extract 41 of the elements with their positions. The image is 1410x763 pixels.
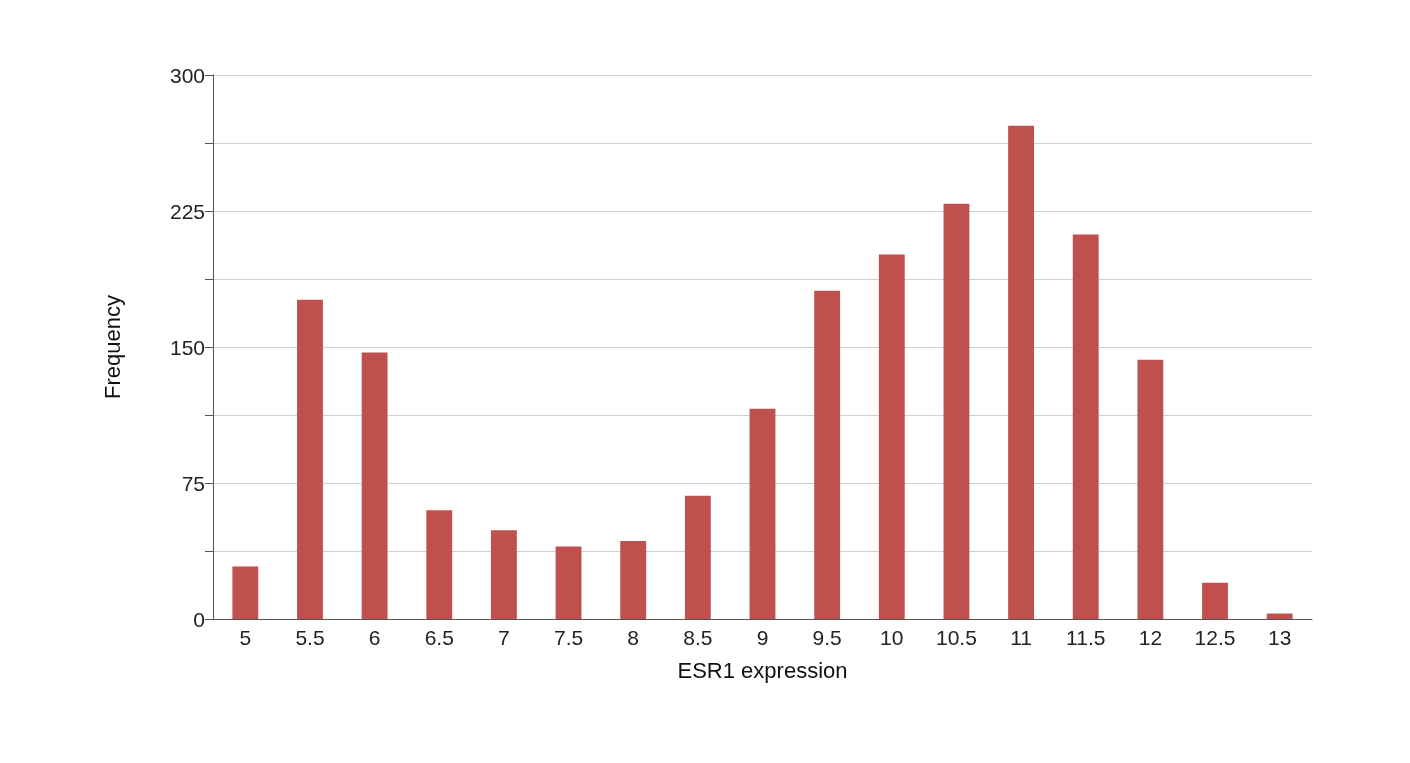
bar bbox=[943, 203, 970, 619]
bar bbox=[814, 290, 841, 619]
x-tick-label: 5.5 bbox=[295, 626, 325, 649]
x-tick-label: 10.5 bbox=[936, 626, 977, 649]
y-tick-label: 150 bbox=[169, 335, 205, 359]
x-tick-label: 9.5 bbox=[812, 626, 842, 649]
x-tick-label: 6 bbox=[368, 626, 381, 649]
x-tick-label: 12.5 bbox=[1194, 626, 1236, 649]
x-axis-title: ESR1 expression bbox=[677, 657, 848, 683]
x-tick-label: 12 bbox=[1138, 626, 1163, 649]
bar bbox=[1266, 613, 1293, 619]
bar bbox=[1008, 125, 1035, 619]
y-axis-title: Frequency bbox=[99, 295, 125, 399]
bar bbox=[749, 408, 776, 619]
y-tick-label: 225 bbox=[169, 199, 205, 223]
bar bbox=[620, 541, 647, 619]
x-tick-label: 8 bbox=[627, 626, 640, 649]
bar bbox=[297, 299, 323, 619]
bar bbox=[684, 495, 711, 619]
x-tick-label: 8.5 bbox=[683, 626, 713, 649]
x-tick-label: 6.5 bbox=[424, 626, 454, 649]
bar bbox=[361, 352, 388, 619]
bar bbox=[1072, 234, 1099, 619]
bar bbox=[232, 566, 259, 619]
bar bbox=[426, 510, 453, 619]
bar bbox=[555, 546, 582, 619]
bar bbox=[1137, 359, 1164, 619]
x-tick-label: 7.5 bbox=[553, 626, 584, 649]
y-tick-label: 75 bbox=[181, 471, 205, 495]
x-tick-label: 7 bbox=[498, 626, 510, 649]
x-tick-label: 9 bbox=[756, 626, 769, 649]
y-tick-label: 0 bbox=[193, 607, 205, 631]
x-tick-label: 11.5 bbox=[1066, 626, 1106, 649]
y-tick-label: 300 bbox=[169, 63, 205, 87]
bar bbox=[1202, 582, 1228, 619]
x-tick-label: 5 bbox=[239, 626, 252, 649]
bar bbox=[878, 254, 905, 619]
x-tick-label: 11 bbox=[1010, 626, 1032, 649]
x-tick-label: 10 bbox=[880, 626, 904, 649]
x-tick-label: 13 bbox=[1268, 626, 1292, 649]
bar bbox=[490, 530, 517, 619]
